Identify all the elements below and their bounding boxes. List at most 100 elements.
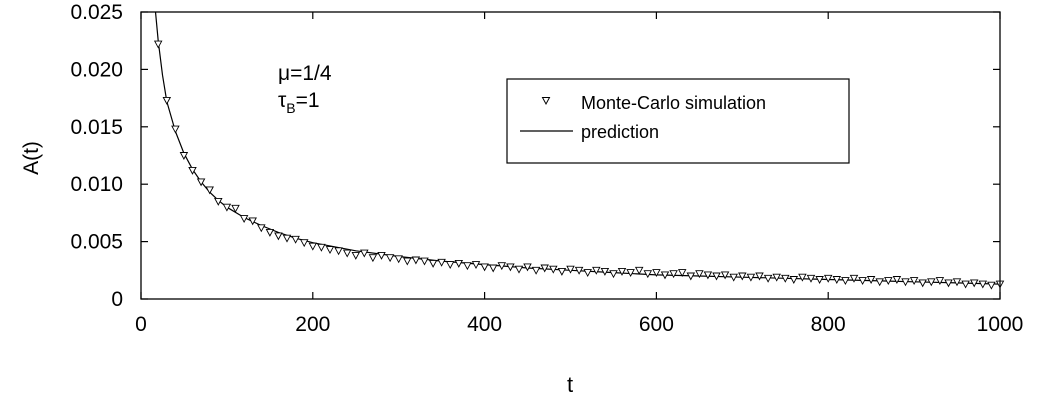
data-point xyxy=(677,269,687,278)
data-point xyxy=(523,263,532,272)
data-point xyxy=(669,270,678,279)
data-points-layer xyxy=(153,40,1005,290)
data-point xyxy=(231,204,240,213)
data-point xyxy=(368,254,378,263)
legend-label-simulation: Monte-Carlo simulation xyxy=(581,93,766,113)
data-point xyxy=(171,125,180,134)
data-point xyxy=(514,265,524,274)
data-point xyxy=(428,259,438,268)
data-point xyxy=(686,272,696,281)
data-point xyxy=(291,235,300,244)
data-point xyxy=(652,269,661,278)
data-point xyxy=(815,276,824,284)
data-point xyxy=(600,267,610,276)
y-tick-label: 0.010 xyxy=(70,173,123,196)
data-point xyxy=(403,257,412,266)
x-axis-label: t xyxy=(567,372,573,395)
data-point xyxy=(506,263,515,272)
data-point xyxy=(153,40,163,49)
data-point xyxy=(179,152,189,160)
data-point xyxy=(738,272,747,281)
y-tick-label: 0.015 xyxy=(70,116,123,139)
data-point xyxy=(162,96,172,105)
data-point xyxy=(334,247,343,256)
y-tick-label: 0.025 xyxy=(70,1,123,24)
data-point xyxy=(196,178,206,187)
data-point xyxy=(935,277,945,286)
data-point xyxy=(385,254,395,263)
y-tick-label: 0.020 xyxy=(70,58,123,81)
data-point xyxy=(789,276,799,284)
data-point xyxy=(480,263,489,272)
x-tick-label: 800 xyxy=(811,313,846,336)
data-point xyxy=(394,255,403,264)
data-point xyxy=(660,271,670,280)
data-point xyxy=(214,197,223,206)
tau-annotation: τB=1 xyxy=(278,89,320,116)
data-point xyxy=(592,266,601,275)
data-point xyxy=(497,262,507,271)
data-point xyxy=(643,270,653,279)
data-point xyxy=(823,274,833,283)
data-point xyxy=(377,251,386,260)
data-point xyxy=(720,271,730,280)
data-point xyxy=(351,251,361,260)
x-axis: 0 200 400 600 800 1000 xyxy=(135,12,1023,336)
tau-symbol: τ xyxy=(278,89,287,112)
data-point xyxy=(248,217,257,226)
data-point xyxy=(626,269,635,278)
data-point xyxy=(944,279,953,288)
plot-frame xyxy=(140,11,1001,300)
data-point xyxy=(909,277,919,286)
legend-label-prediction: prediction xyxy=(581,122,659,142)
legend: Monte-Carlo simulation prediction xyxy=(506,78,850,164)
data-point xyxy=(987,281,996,290)
data-point xyxy=(927,278,936,287)
data-point xyxy=(299,239,309,248)
data-point xyxy=(360,249,369,258)
data-point xyxy=(849,274,859,283)
data-point xyxy=(342,249,352,258)
x-tick-label: 1000 xyxy=(977,313,1024,336)
y-axis-label: A(t) xyxy=(20,141,43,175)
legend-box xyxy=(506,78,850,164)
data-point xyxy=(574,266,584,275)
data-point xyxy=(420,257,429,266)
data-point xyxy=(437,258,446,267)
data-point xyxy=(781,274,790,283)
data-point xyxy=(755,272,764,281)
data-point xyxy=(583,269,592,278)
mu-annotation: μ=1/4 xyxy=(278,62,332,85)
data-point xyxy=(617,267,627,276)
data-point xyxy=(274,232,283,241)
data-point xyxy=(317,243,326,252)
data-point xyxy=(239,215,249,224)
legend-marker-simulation xyxy=(541,97,551,106)
data-point xyxy=(969,279,979,288)
tau-value: =1 xyxy=(296,89,320,112)
data-point xyxy=(531,266,541,275)
y-tick-label: 0.005 xyxy=(70,231,123,254)
data-point xyxy=(549,265,558,274)
data-point xyxy=(188,166,197,175)
data-point xyxy=(463,262,472,271)
data-point xyxy=(634,266,644,275)
data-point xyxy=(884,277,893,286)
y-axis: 0 0.005 0.010 0.015 0.020 0.025 xyxy=(70,1,1000,311)
data-point xyxy=(729,273,738,282)
y-tick-label: 0 xyxy=(111,288,123,311)
data-point xyxy=(961,280,970,289)
data-point xyxy=(566,265,575,274)
data-point xyxy=(488,264,498,273)
data-point xyxy=(222,203,232,212)
data-point xyxy=(557,267,567,276)
x-tick-label: 200 xyxy=(295,313,330,336)
data-point xyxy=(901,278,910,287)
tau-subscript: B xyxy=(286,100,295,116)
data-point xyxy=(205,186,214,195)
data-point xyxy=(858,277,867,286)
data-point xyxy=(712,272,721,281)
data-point xyxy=(282,234,292,243)
data-point xyxy=(952,278,962,287)
